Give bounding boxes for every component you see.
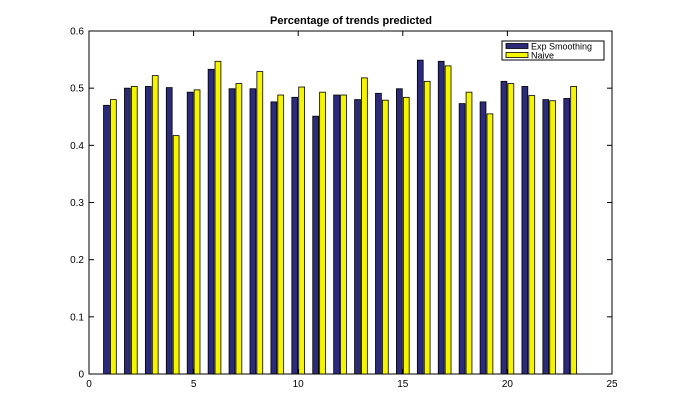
bar-exp-smoothing-4	[165, 87, 173, 375]
bar-exp-smoothing-13	[354, 99, 361, 375]
y-tick-label: 0.2	[70, 255, 84, 266]
x-tick-label: 0	[86, 379, 92, 390]
y-tick-label: 0.3	[70, 198, 84, 209]
y-tick-label: 0.6	[70, 27, 84, 38]
x-tick-label: 20	[502, 379, 514, 390]
bar-exp-smoothing-15	[396, 88, 403, 375]
bar-naive-11	[319, 91, 326, 375]
bar-naive-17	[444, 65, 452, 375]
bar-naive-10	[298, 86, 305, 375]
legend: Exp Smoothing Naive	[501, 40, 605, 61]
bar-naive-19	[486, 113, 494, 375]
legend-swatch-exp-smoothing	[505, 43, 529, 49]
bar-exp-smoothing-23	[563, 98, 571, 375]
bar-exp-smoothing-8	[249, 88, 257, 375]
bar-exp-smoothing-11	[312, 115, 319, 375]
bar-naive-6	[214, 60, 222, 375]
bar-exp-smoothing-3	[144, 86, 152, 375]
legend-swatch-naive	[505, 52, 529, 58]
bar-naive-2	[130, 86, 138, 375]
bar-exp-smoothing-14	[375, 92, 382, 375]
bar-exp-smoothing-20	[500, 80, 508, 375]
bar-naive-5	[193, 89, 201, 375]
bar-naive-12	[340, 94, 347, 375]
bar-naive-3	[151, 75, 159, 375]
chart-title: Percentage of trends predicted	[270, 15, 432, 27]
bar-naive-23	[570, 86, 577, 375]
bar-naive-22	[549, 100, 557, 375]
y-tick-label: 0	[78, 370, 84, 381]
bar-exp-smoothing-16	[416, 59, 424, 375]
x-tick-label: 25	[606, 379, 618, 390]
bar-naive-21	[528, 95, 536, 375]
bar-exp-smoothing-18	[458, 103, 466, 375]
bar-naive-9	[277, 94, 285, 375]
bar-naive-13	[361, 77, 368, 375]
y-tick-label: 0.4	[70, 141, 84, 152]
bar-naive-20	[507, 83, 515, 375]
bar-naive-8	[256, 71, 264, 375]
bar-naive-18	[465, 91, 473, 375]
axes-layer: 0 5 10 15 20 25 0 0.1 0.2 0.3 0.4 0.5 0.6	[70, 27, 618, 391]
y-tick-label: 0.1	[70, 312, 84, 323]
bar-exp-smoothing-12	[333, 94, 340, 375]
legend-label-naive: Naive	[531, 51, 554, 61]
bar-naive-14	[381, 99, 389, 375]
bar-naive-1	[110, 99, 117, 375]
bar-naive-16	[423, 80, 431, 375]
legend-label-exp-smoothing: Exp Smoothing	[531, 42, 592, 52]
bars-layer	[103, 59, 577, 375]
y-tick-label: 0.5	[70, 84, 84, 95]
bar-exp-smoothing-2	[124, 87, 131, 375]
x-tick-label: 15	[397, 379, 409, 390]
bar-naive-4	[172, 135, 180, 375]
bar-exp-smoothing-21	[521, 86, 529, 375]
bar-exp-smoothing-9	[270, 101, 278, 375]
bar-naive-7	[235, 83, 243, 375]
x-tick-label: 5	[191, 379, 197, 390]
bar-exp-smoothing-19	[479, 101, 487, 375]
bar-exp-smoothing-22	[542, 99, 550, 375]
bar-exp-smoothing-7	[228, 88, 236, 375]
bar-exp-smoothing-10	[291, 96, 299, 375]
bar-naive-15	[402, 96, 410, 375]
bar-exp-smoothing-1	[103, 104, 110, 375]
x-tick-label: 10	[293, 379, 305, 390]
bar-exp-smoothing-5	[186, 91, 194, 375]
bar-exp-smoothing-6	[207, 68, 215, 375]
bar-exp-smoothing-17	[437, 60, 445, 375]
